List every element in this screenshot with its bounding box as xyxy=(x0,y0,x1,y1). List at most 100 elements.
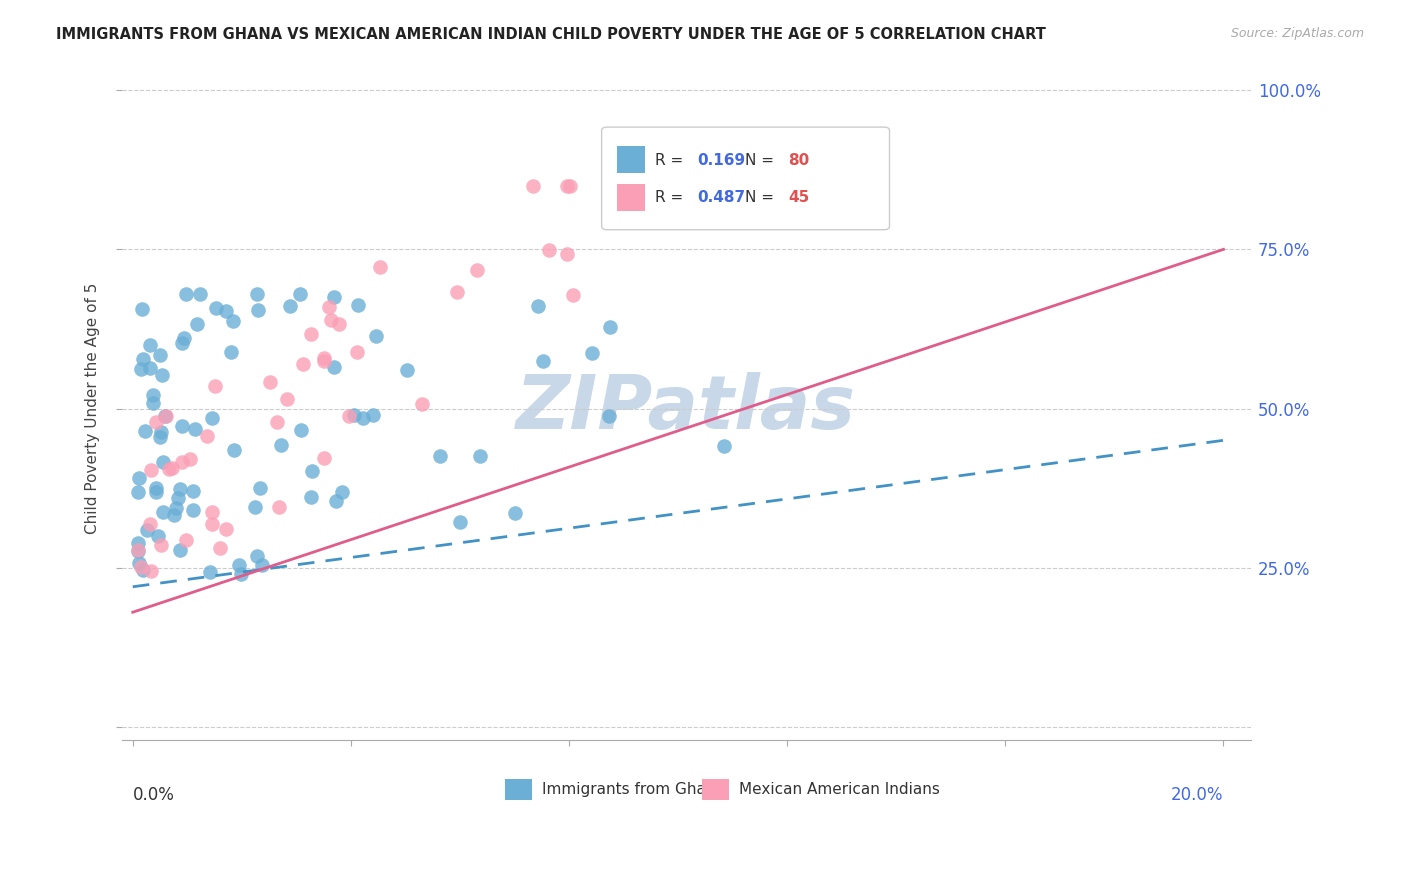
Point xyxy=(527,299,550,313)
Point xyxy=(322,359,344,374)
Point xyxy=(429,449,451,463)
Point xyxy=(149,348,172,362)
Point xyxy=(599,320,621,334)
Point xyxy=(173,331,195,345)
Point xyxy=(142,396,165,410)
Point xyxy=(152,506,174,520)
Point xyxy=(581,346,603,360)
Text: R =: R = xyxy=(655,153,683,168)
Point xyxy=(299,490,322,504)
Point xyxy=(219,345,242,359)
Point xyxy=(138,516,160,531)
Point xyxy=(181,503,204,517)
Text: N =: N = xyxy=(745,153,773,168)
Point xyxy=(312,451,335,466)
Point xyxy=(215,303,238,318)
Point xyxy=(368,260,391,274)
Point xyxy=(127,543,149,558)
Point xyxy=(648,178,671,193)
Point xyxy=(288,286,311,301)
Text: ZIPatlas: ZIPatlas xyxy=(516,372,856,445)
Point xyxy=(186,317,208,331)
Text: 0.487: 0.487 xyxy=(697,191,745,205)
Point xyxy=(301,464,323,478)
Point xyxy=(395,363,418,377)
Point xyxy=(127,536,149,550)
Point xyxy=(172,335,194,350)
Point xyxy=(152,368,174,382)
Point xyxy=(598,409,620,423)
Point xyxy=(145,484,167,499)
Point xyxy=(184,422,207,436)
Point xyxy=(155,409,177,424)
Text: 0.169: 0.169 xyxy=(697,153,745,168)
Text: Mexican American Indians: Mexican American Indians xyxy=(740,781,941,797)
Point xyxy=(290,423,312,437)
Point xyxy=(201,411,224,425)
Point xyxy=(128,471,150,485)
Point xyxy=(318,301,340,315)
Point xyxy=(366,329,388,343)
Point xyxy=(246,549,269,563)
Point xyxy=(558,178,581,193)
Point xyxy=(145,416,167,430)
Point xyxy=(138,361,160,376)
Point xyxy=(145,481,167,495)
Point xyxy=(129,559,152,574)
Point xyxy=(198,565,221,579)
Text: IMMIGRANTS FROM GHANA VS MEXICAN AMERICAN INDIAN CHILD POVERTY UNDER THE AGE OF : IMMIGRANTS FROM GHANA VS MEXICAN AMERICA… xyxy=(56,27,1046,42)
Point xyxy=(152,455,174,469)
FancyBboxPatch shape xyxy=(617,184,644,211)
Point xyxy=(314,351,336,365)
Point xyxy=(228,558,250,573)
Point xyxy=(172,419,194,434)
Point xyxy=(292,357,315,371)
Point xyxy=(131,302,153,317)
Point xyxy=(155,409,177,423)
Text: Source: ZipAtlas.com: Source: ZipAtlas.com xyxy=(1230,27,1364,40)
Point xyxy=(247,303,270,318)
Point xyxy=(135,523,157,537)
Point xyxy=(127,484,149,499)
Point xyxy=(363,408,385,422)
Point xyxy=(522,178,544,193)
Point xyxy=(449,515,471,529)
Point xyxy=(246,286,269,301)
Text: 45: 45 xyxy=(787,191,808,205)
Point xyxy=(169,543,191,558)
Point xyxy=(332,484,354,499)
Point xyxy=(314,354,336,368)
Point xyxy=(139,337,162,351)
Point xyxy=(149,538,172,552)
Point xyxy=(250,558,273,572)
Point xyxy=(188,286,211,301)
Point xyxy=(555,246,578,260)
Point xyxy=(149,430,172,444)
Text: Immigrants from Ghana: Immigrants from Ghana xyxy=(541,781,724,797)
Point xyxy=(174,533,197,547)
Point xyxy=(299,326,322,341)
Point xyxy=(323,289,346,303)
Point xyxy=(616,185,638,199)
Point xyxy=(195,429,218,443)
Point xyxy=(713,438,735,452)
Point xyxy=(229,567,252,582)
Point xyxy=(149,425,172,439)
FancyBboxPatch shape xyxy=(505,779,531,800)
Point xyxy=(169,482,191,496)
Point xyxy=(243,500,266,514)
Point xyxy=(176,286,198,301)
Point xyxy=(204,379,226,393)
Point xyxy=(328,317,350,331)
Point xyxy=(276,392,298,407)
Text: 20.0%: 20.0% xyxy=(1171,786,1223,804)
Point xyxy=(215,522,238,536)
Point xyxy=(470,450,492,464)
Point xyxy=(266,415,288,429)
Point xyxy=(157,462,180,476)
Point xyxy=(259,375,281,389)
Point xyxy=(132,563,155,577)
Point xyxy=(179,452,201,467)
FancyBboxPatch shape xyxy=(602,127,890,230)
Y-axis label: Child Poverty Under the Age of 5: Child Poverty Under the Age of 5 xyxy=(86,283,100,534)
